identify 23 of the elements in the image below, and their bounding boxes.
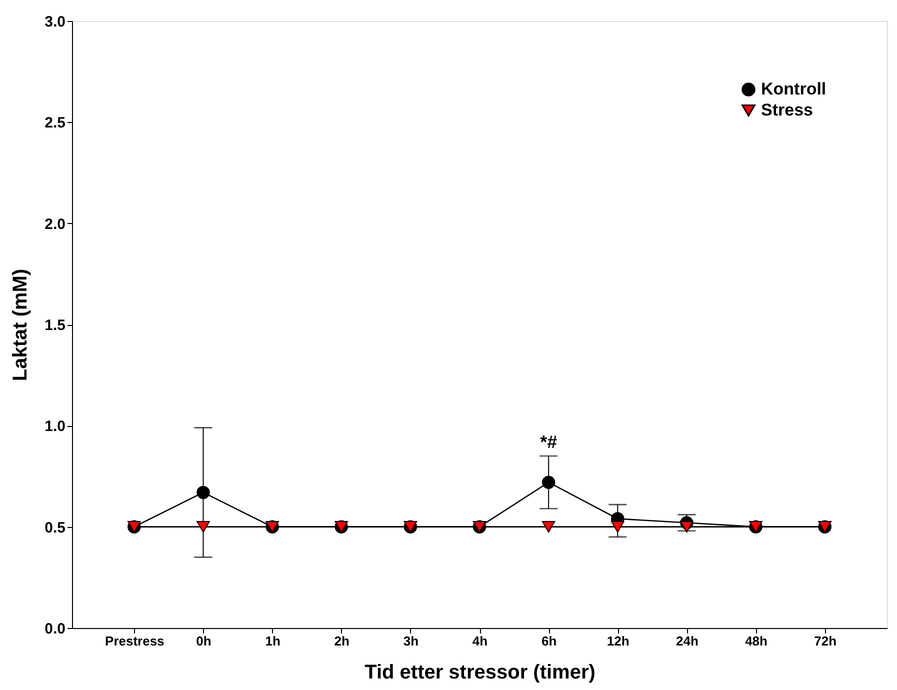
x-tick-label: 6h <box>541 634 557 648</box>
x-axis-title: Tid etter stressor (timer) <box>364 662 596 684</box>
legend-label: Stress <box>761 100 813 120</box>
x-tick-label: 0h <box>196 634 212 648</box>
y-axis-title: Laktat (mM) <box>10 268 32 382</box>
x-tick-label: Prestress <box>105 634 164 648</box>
x-tick-label: 2h <box>334 634 350 648</box>
legend-label: Kontroll <box>761 80 826 98</box>
y-tick-label: 3.0 <box>44 14 66 30</box>
annotation: *# <box>540 432 558 452</box>
x-tick-label: 72h <box>814 634 837 648</box>
x-tick-label: 1h <box>265 634 280 648</box>
y-tick-label: 2.0 <box>44 216 66 233</box>
x-tick-label: 12h <box>606 634 630 648</box>
x-tick-label: 3h <box>403 634 419 648</box>
x-tick-label: 24h <box>676 634 698 648</box>
y-tick-label: 1.0 <box>44 418 66 436</box>
x-tick-label: 4h <box>472 634 488 648</box>
y-tick-label: 2.5 <box>44 114 66 132</box>
x-tick-label: 48h <box>745 634 768 648</box>
y-tick-label: 1.5 <box>44 317 66 334</box>
y-tick-label: 0.0 <box>44 620 66 638</box>
y-tick-label: 0.5 <box>44 519 66 536</box>
